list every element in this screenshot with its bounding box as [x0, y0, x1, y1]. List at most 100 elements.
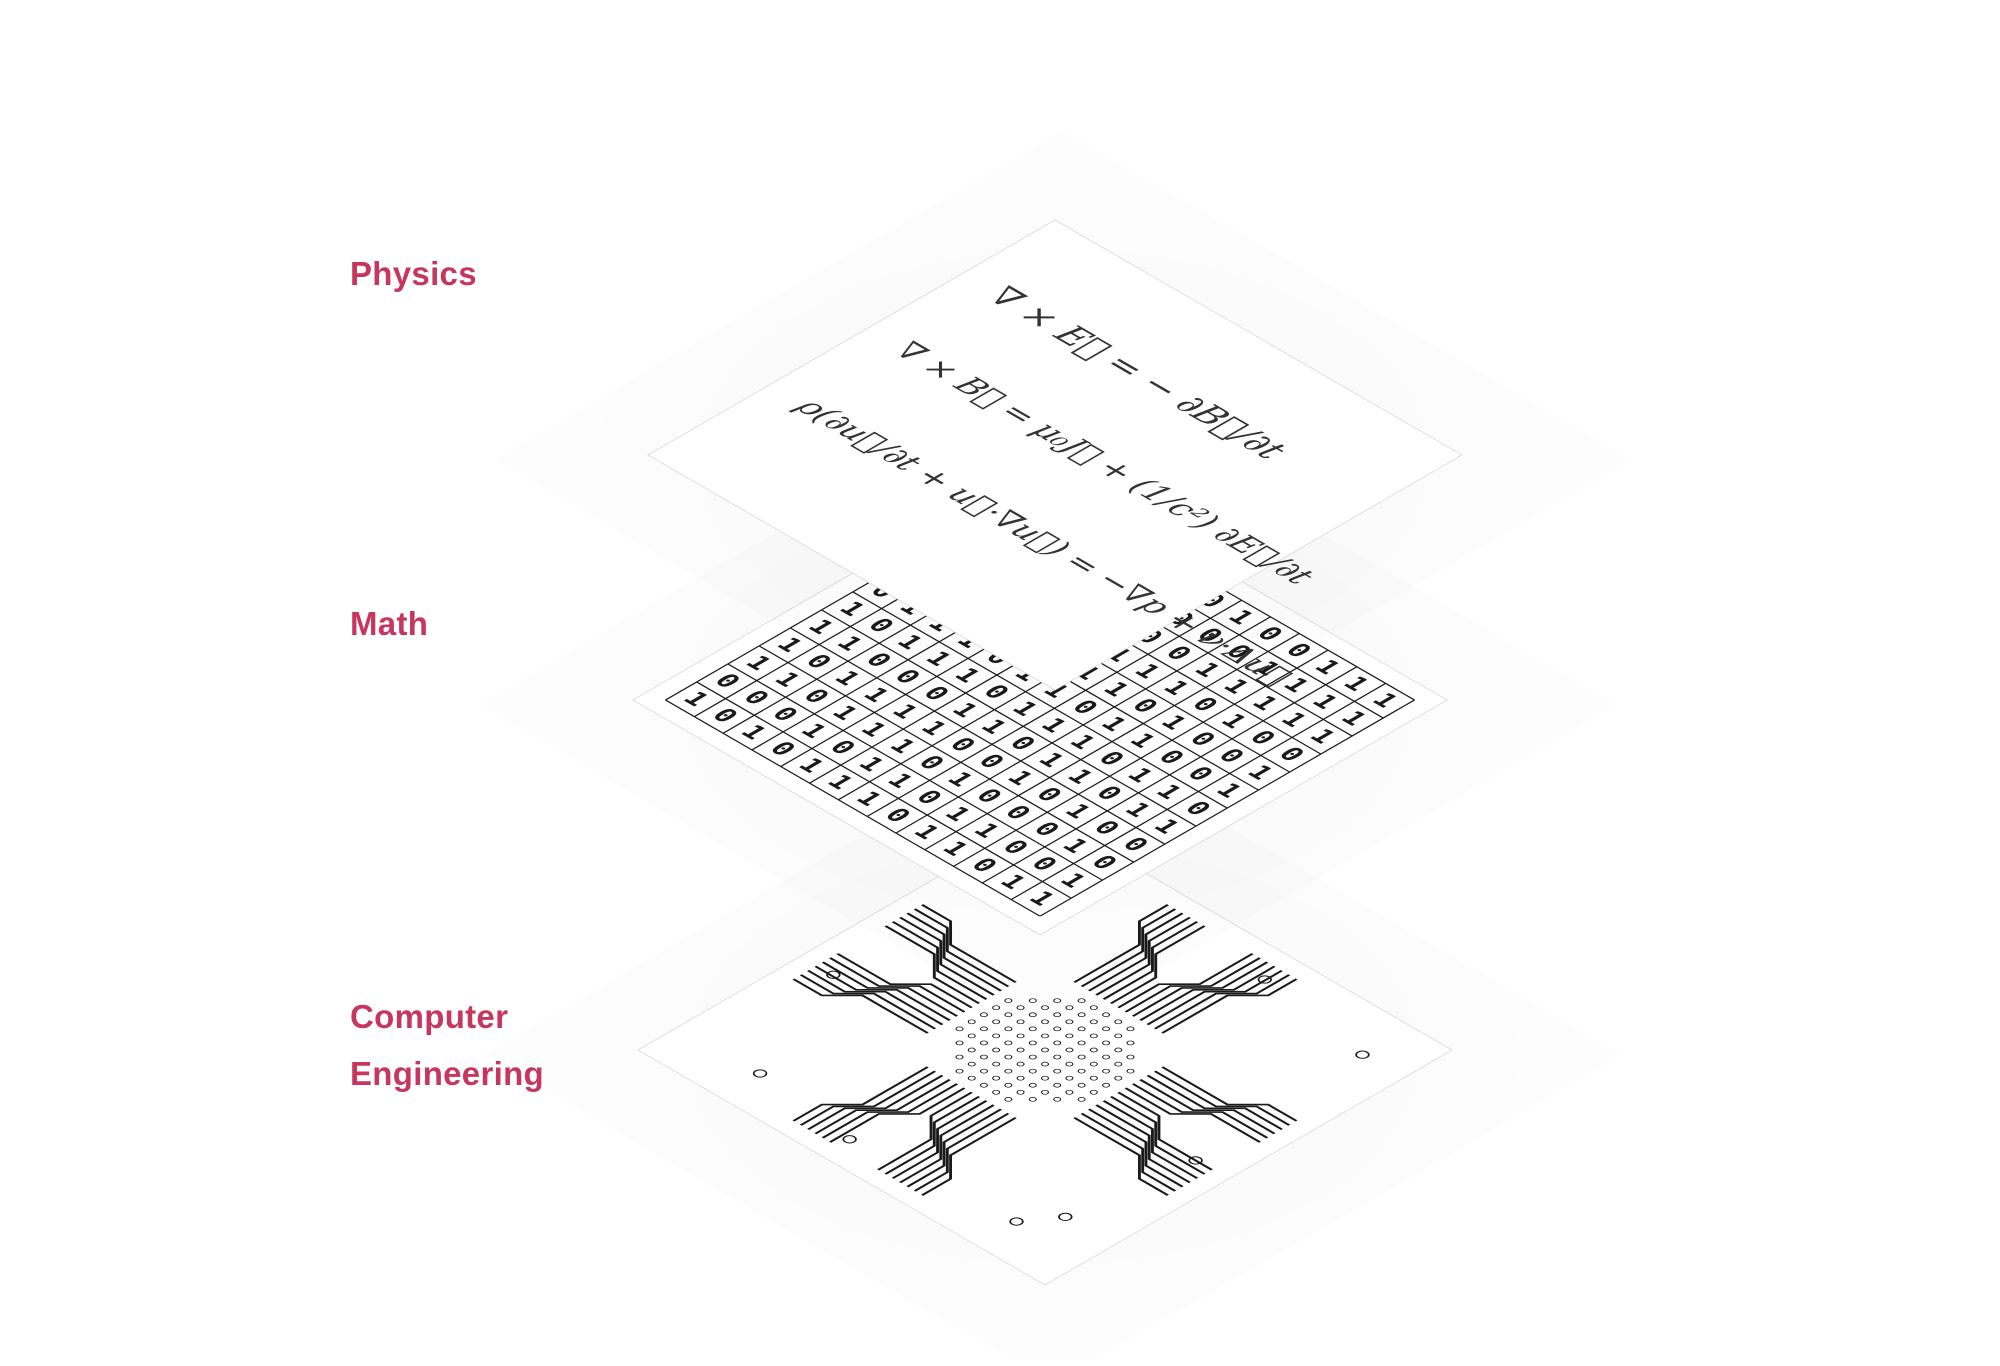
circuit-trace: [821, 961, 959, 1017]
sheet-computer-engineering: [637, 814, 1461, 1290]
via-pad: [1089, 1061, 1098, 1067]
binary-digit: 1: [947, 664, 987, 687]
circuit-trace: [1095, 1104, 1191, 1184]
binary-digit: 1: [973, 716, 1013, 739]
circuit-trace: [921, 904, 1017, 983]
circuit-trace: [1073, 904, 1169, 983]
via-pad: [1016, 1047, 1025, 1053]
via-pad: [1065, 1075, 1074, 1081]
binary-digit: 0: [911, 752, 951, 775]
circuit-trace: [829, 1087, 966, 1143]
via-pad: [955, 1068, 964, 1074]
via-pad: [979, 1012, 988, 1018]
via-pad: [1114, 1061, 1123, 1067]
circuit-trace: [1087, 1108, 1184, 1188]
circuit-trace: [906, 912, 1003, 992]
via-pad: [1114, 1033, 1123, 1039]
circuit-trace: [906, 1108, 1003, 1188]
binary-digit: 0: [1125, 695, 1165, 718]
circuit-trace: [1102, 921, 1199, 1000]
via-pad: [1004, 1012, 1013, 1018]
binary-digit: 1: [1156, 677, 1196, 700]
circuit-trace: [1095, 916, 1191, 996]
binary-digit: 1: [885, 700, 925, 723]
via-pad: [1028, 1026, 1037, 1032]
via-pad: [1065, 1047, 1074, 1053]
via-pad: [1102, 1026, 1111, 1032]
circuit-trace: [1131, 961, 1269, 1017]
via-pad: [955, 1026, 964, 1032]
via-pad: [1126, 1068, 1135, 1074]
binary-digit: 0: [705, 704, 745, 727]
via-pad: [1004, 1082, 1013, 1088]
binary-digit: 1: [791, 754, 831, 777]
circuit-trace: [1080, 1112, 1177, 1192]
circuit-trace: [899, 1104, 995, 1184]
via-pad: [1089, 1047, 1098, 1053]
binary-digit: 1: [906, 821, 946, 844]
circuit-trace: [921, 1117, 1017, 1196]
via-pad: [1077, 1026, 1086, 1032]
via-pad: [1114, 1019, 1123, 1025]
binary-digit: 0: [969, 785, 1009, 808]
layer-label-line: Engineering: [350, 1055, 544, 1092]
circuit-trace: [1153, 974, 1291, 1030]
circuit-trace: [1073, 1117, 1169, 1196]
binary-digit: 1: [825, 702, 865, 725]
layer-label-line: Math: [350, 605, 429, 642]
binary-digit: 0: [762, 738, 802, 761]
via-pad: [992, 1089, 1001, 1095]
binary-digit: 1: [1031, 749, 1071, 772]
via-pad: [1004, 1097, 1013, 1102]
circuit-trace: [884, 1095, 981, 1175]
via-pad: [1028, 1068, 1037, 1074]
via-pad: [1089, 1005, 1098, 1011]
binary-digit: 0: [942, 734, 982, 757]
via-pad: [1016, 1075, 1025, 1081]
circuit-trace: [814, 1079, 951, 1135]
via-pad: [1053, 1097, 1062, 1102]
circuit-trace: [807, 1074, 944, 1131]
via-pad: [1028, 1054, 1037, 1060]
circuit-pad: [1257, 975, 1272, 984]
via-pad: [1077, 1040, 1086, 1046]
via-pad: [1004, 1026, 1013, 1032]
via-pad: [1077, 1068, 1086, 1074]
via-pad: [955, 1040, 964, 1046]
via-pad: [1016, 1005, 1025, 1011]
via-pad: [1089, 1019, 1098, 1025]
via-pad: [1089, 1075, 1098, 1081]
circuit-trace: [1109, 1095, 1206, 1175]
via-pad: [1077, 998, 1086, 1003]
binary-digit: 1: [1005, 698, 1045, 721]
via-pad: [1114, 1047, 1123, 1053]
sheet-physics: ∇ × E⃗ = − ∂B⃗/∂t∇ × B⃗ = μ₀J⃗ + (1/c²) …: [647, 219, 1471, 695]
circuit-trace: [799, 974, 937, 1030]
binary-digit: 1: [793, 720, 833, 743]
via-pad: [1016, 1019, 1025, 1025]
via-pad: [992, 1019, 1001, 1025]
binary-digit: 0: [736, 686, 776, 709]
binary-digit: 1: [767, 668, 807, 691]
binary-digit: 0: [1250, 623, 1290, 646]
circuit-pad: [842, 1135, 857, 1144]
via-pad: [1028, 1082, 1037, 1088]
circuit-trace: [1080, 908, 1177, 988]
sheet-surface: [647, 219, 1463, 691]
via-pad: [1004, 1068, 1013, 1074]
circuit-trace: [1146, 1074, 1283, 1131]
via-pad: [1102, 1040, 1111, 1046]
binary-digit: 1: [856, 684, 896, 707]
via-pad: [979, 1026, 988, 1032]
via-pad: [992, 1033, 1001, 1039]
via-pad: [1053, 998, 1062, 1003]
via-pad: [1053, 1054, 1062, 1060]
via-pad: [1028, 998, 1037, 1003]
circuit-trace: [877, 1091, 973, 1171]
circuit-trace: [1131, 1083, 1269, 1139]
layer-label-computer-engineering: Computer Engineering: [350, 988, 544, 1102]
layer-label-physics: Physics: [350, 245, 477, 302]
via-pad: [1053, 1012, 1062, 1018]
via-pad: [1077, 1054, 1086, 1060]
